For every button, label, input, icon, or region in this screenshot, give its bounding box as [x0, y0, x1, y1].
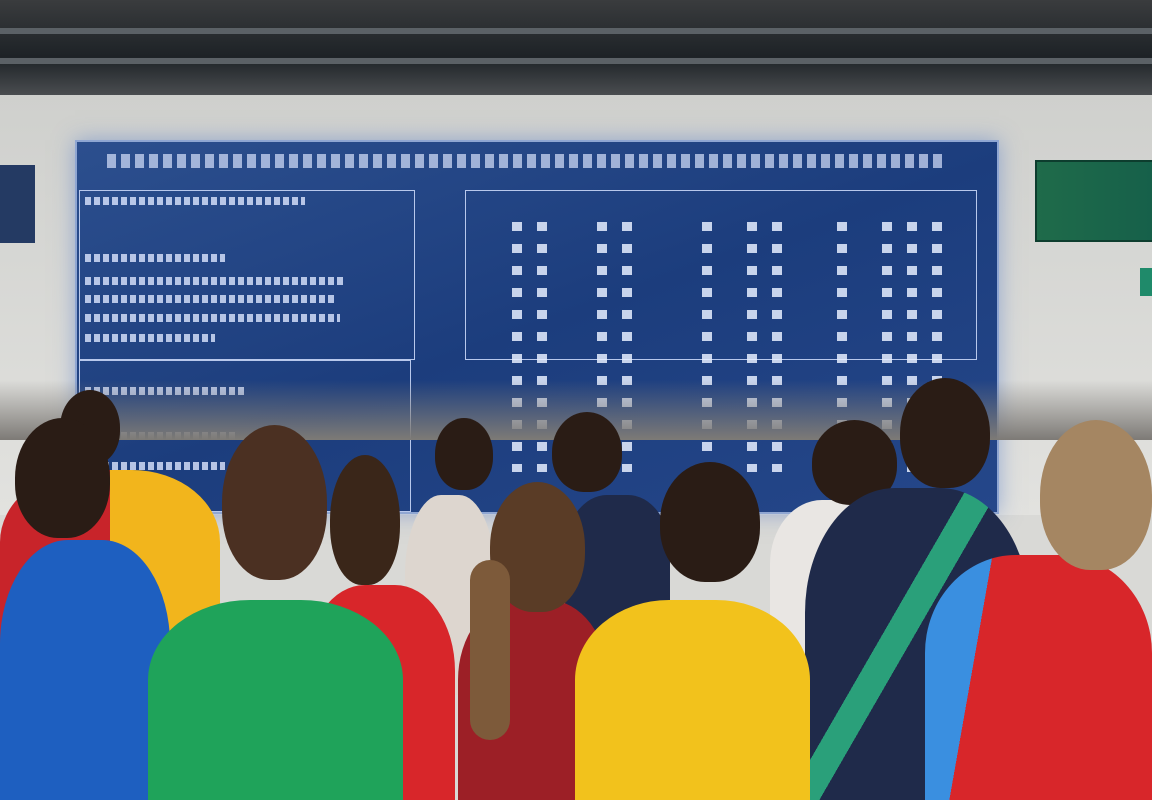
screen-panel: [79, 190, 415, 360]
screen-text: [85, 295, 335, 303]
score-column: [512, 222, 522, 472]
wall-banner: [1035, 160, 1152, 242]
ceiling-beam: [0, 58, 1152, 64]
score-column: [932, 222, 942, 422]
score-column: [747, 222, 757, 472]
ceiling-beam: [0, 28, 1152, 34]
screen-text: [85, 277, 345, 285]
score-column: [537, 222, 547, 472]
score-column: [882, 222, 892, 472]
screen-text: [85, 314, 340, 322]
score-column: [772, 222, 782, 472]
screen-text: [85, 462, 225, 470]
score-column: [907, 222, 917, 472]
score-column: [597, 222, 607, 472]
score-column: [702, 222, 712, 472]
exit-sign: [1140, 268, 1152, 296]
screen-text: [85, 197, 305, 205]
screen-panel: [465, 190, 977, 360]
screen-text: [85, 334, 215, 342]
wall-banner: [0, 165, 35, 243]
ceiling: [0, 0, 1152, 95]
screen-title: [107, 154, 947, 168]
score-column: [837, 222, 847, 472]
score-column: [622, 222, 632, 472]
screen-text: [85, 254, 225, 262]
